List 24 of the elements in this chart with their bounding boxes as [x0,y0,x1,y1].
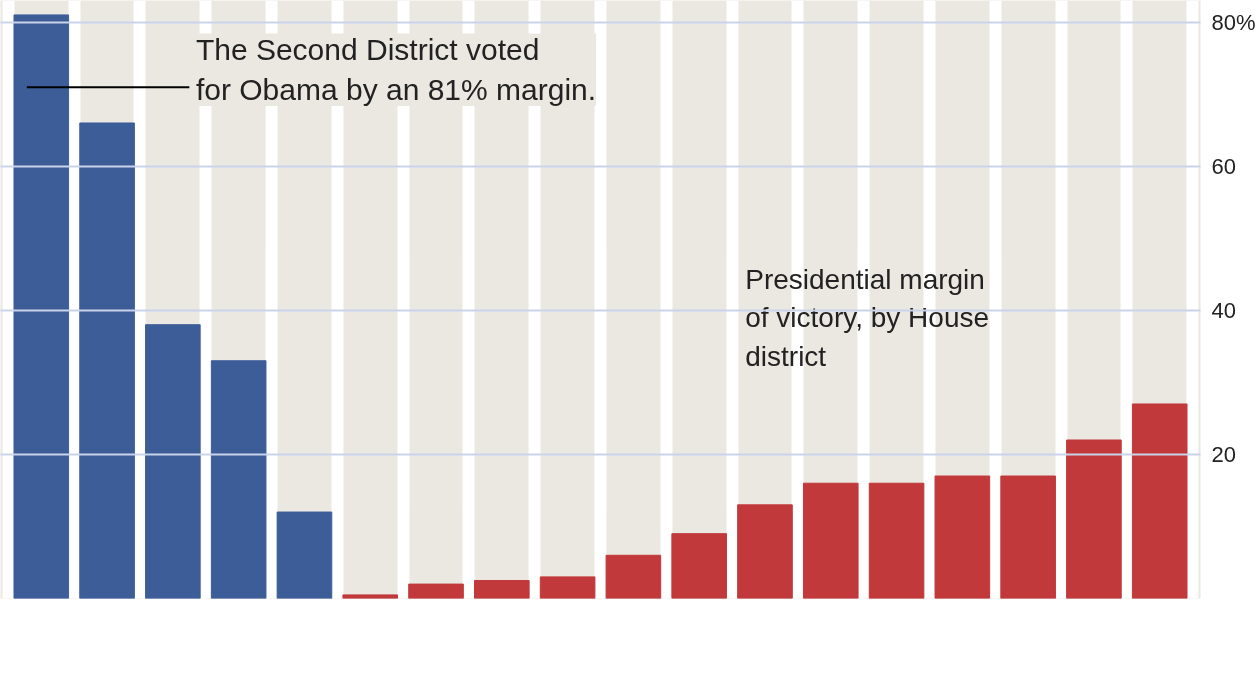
bar [737,504,793,599]
bar [408,583,464,599]
bar [145,324,201,599]
bar [474,579,530,599]
bar [79,122,135,599]
y-tick-label: 40 [1211,297,1236,323]
bar [1131,403,1188,599]
y-tick-label: 20 [1211,441,1236,467]
bar [802,482,859,599]
bar [342,594,399,599]
bar [868,482,925,599]
y-tick-label: 60 [1211,153,1236,179]
bar [539,576,596,599]
bar [671,533,727,599]
bar [605,554,662,599]
y-tick-label: 80% [1211,9,1256,35]
bar [1000,475,1056,599]
bar [934,475,991,599]
annotation: Presidential margin of victory, by House district [745,263,990,373]
bar [13,14,70,599]
bar [1066,439,1122,599]
bar [210,360,267,599]
annotation: The Second District voted for Obama by an 81% margin. [195,33,597,106]
bar [276,511,333,599]
